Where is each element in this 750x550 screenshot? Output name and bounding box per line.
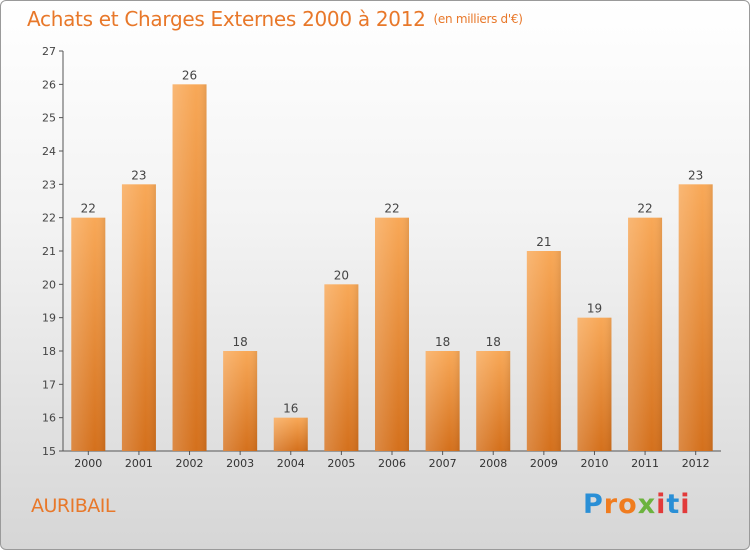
y-tick-label: 17 (42, 378, 56, 391)
proxiti-logo: Proxiti (583, 489, 691, 520)
y-tick-label: 26 (42, 78, 56, 91)
value-label-2012: 23 (688, 168, 703, 182)
x-tick-label-2009: 2009 (530, 457, 558, 470)
value-label-2009: 21 (536, 235, 551, 249)
x-tick-label-2008: 2008 (479, 457, 507, 470)
x-tick-label-2006: 2006 (378, 457, 406, 470)
x-tick-label-2000: 2000 (74, 457, 102, 470)
bar-shade-2007 (425, 351, 460, 451)
y-tick-label: 21 (42, 245, 56, 258)
y-tick-label: 22 (42, 212, 56, 225)
x-tick-label-2010: 2010 (580, 457, 608, 470)
bar-shade-2010 (577, 317, 612, 451)
chart-title-unit: (en milliers d'€) (433, 12, 523, 26)
value-label-2007: 18 (435, 335, 450, 349)
axes: 15 16 17 18 19 20 21 22 23 24 25 26 27 2000 2001 2002 20… (42, 45, 721, 470)
x-tick-label-2004: 2004 (277, 457, 305, 470)
y-tick-label: 18 (42, 345, 56, 358)
bar-shade-2012 (678, 184, 713, 452)
bar-shade-2006 (375, 217, 409, 451)
x-tick-label-2005: 2005 (327, 457, 355, 470)
x-tick-label-2012: 2012 (682, 457, 710, 470)
chart-title-main: Achats et Charges Externes 2000 à 2012 (27, 7, 426, 31)
y-tick-label: 19 (42, 312, 56, 325)
y-tick-label: 25 (42, 112, 56, 125)
value-label-2006: 22 (384, 202, 399, 216)
y-tick-label: 23 (42, 178, 56, 191)
chart-title: Achats et Charges Externes 2000 à 2012 (e… (27, 7, 523, 31)
x-tick-label-2002: 2002 (176, 457, 204, 470)
bar-shade-2001 (121, 184, 156, 452)
value-labels: 22 23 26 18 16 20 22 18 18 21 19 22 23 (81, 68, 704, 415)
value-label-2002: 26 (182, 68, 197, 82)
bar-shade-2000 (71, 217, 106, 451)
value-label-2008: 18 (486, 335, 501, 349)
bar-shade-2009 (526, 251, 561, 451)
y-tick-label: 24 (42, 145, 56, 158)
value-label-2003: 18 (233, 335, 248, 349)
y-tick-label: 20 (42, 278, 56, 291)
bar-shade-2011 (628, 217, 663, 451)
bar-shade-2008 (476, 351, 511, 451)
value-label-2000: 22 (81, 202, 96, 216)
bar-shade-2003 (223, 351, 258, 451)
bars (71, 84, 713, 452)
y-tick-label: 27 (42, 45, 56, 58)
y-tick-label: 15 (42, 445, 56, 458)
x-tick-label-2001: 2001 (125, 457, 153, 470)
value-label-2005: 20 (334, 268, 349, 282)
value-label-2011: 22 (637, 202, 652, 216)
bar-shade-2005 (324, 284, 359, 451)
y-tick-label: 16 (42, 412, 56, 425)
value-label-2001: 23 (131, 168, 146, 182)
x-tick-label-2007: 2007 (429, 457, 457, 470)
x-tick-label-2003: 2003 (226, 457, 254, 470)
location-name: AURIBAIL (31, 495, 115, 517)
value-label-2010: 19 (587, 302, 602, 316)
bar-shade-2004 (273, 417, 308, 451)
x-tick-label-2011: 2011 (631, 457, 659, 470)
value-label-2004: 16 (283, 402, 298, 416)
bar-shade-2002 (172, 84, 207, 451)
